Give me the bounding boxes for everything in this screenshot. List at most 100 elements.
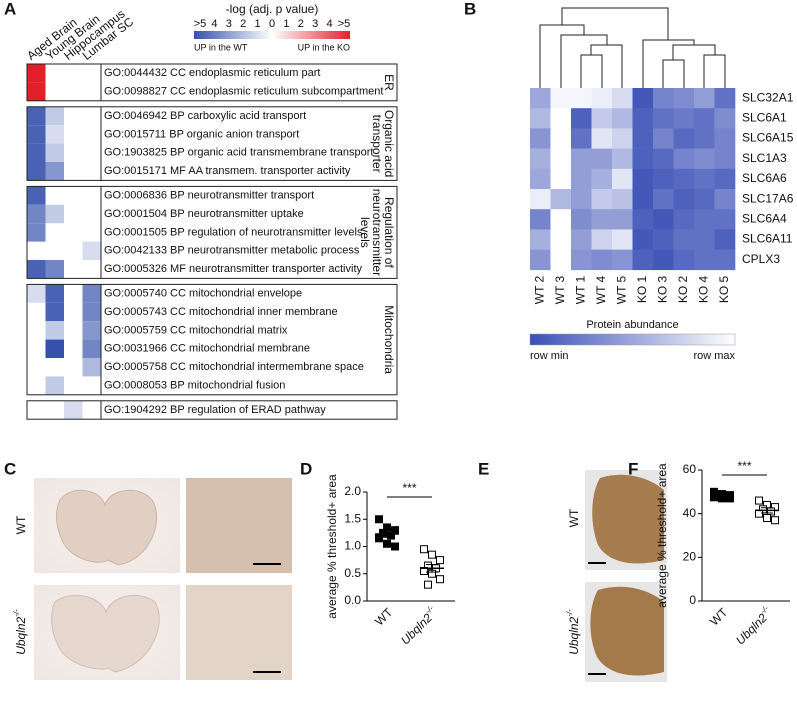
heatmap-cell <box>530 209 551 230</box>
row-label: GO:0046942 BP carboxylic acid transport <box>104 110 306 122</box>
heatmap-cell <box>27 186 46 205</box>
heatmap-cell <box>27 223 46 242</box>
colorbar-tick-label: row min <box>530 350 569 362</box>
heatmap-cell <box>632 108 654 129</box>
colorbar-tick-label: 4 <box>327 18 333 30</box>
heatmap-cell <box>45 143 64 162</box>
data-point <box>387 531 395 540</box>
row-label: SLC32A1 <box>742 90 794 104</box>
y-tick-label: 60 <box>683 462 697 476</box>
x-tick-label: Ubqln2-/- <box>732 604 776 648</box>
heatmap-cell <box>612 128 633 149</box>
data-point <box>391 542 399 551</box>
heatmap-cell <box>45 125 64 144</box>
panel-label: E <box>478 459 489 478</box>
micrograph <box>186 585 292 680</box>
heatmap-cell <box>673 148 695 170</box>
heatmap-cell <box>591 209 613 230</box>
image-e <box>585 470 667 682</box>
column-label: WT 4 <box>594 275 608 304</box>
heatmap-cell <box>591 128 613 149</box>
group-label: Mitochondria <box>382 305 396 374</box>
heatmap-cell <box>694 249 715 271</box>
spinal-cord <box>56 489 158 566</box>
image-row-label: Ubqln2-/- <box>12 609 28 655</box>
legend-high-label: UP in the KO <box>298 42 350 52</box>
row-label: SLC6A11 <box>742 232 793 246</box>
column-label: KO 3 <box>655 275 669 303</box>
heatmap-cell <box>673 88 695 109</box>
y-tick-label: 1.0 <box>344 539 361 553</box>
heatmap-cell <box>612 209 633 230</box>
heatmap-cell <box>82 358 101 377</box>
column-label: WT 2 <box>532 275 546 304</box>
image-row-label: WT <box>567 508 581 527</box>
heatmap-cell <box>632 168 654 190</box>
heatmap-cell <box>64 400 83 420</box>
category-superscript: -/- <box>759 604 771 616</box>
heatmap-cell <box>571 88 592 109</box>
heatmap-cell <box>591 229 613 250</box>
heatmap-cell <box>27 162 46 181</box>
data-point <box>767 507 775 516</box>
heatmap-cell <box>632 128 654 149</box>
heatmap-cell <box>694 229 715 250</box>
row-label: GO:0005758 CC mitochondrial intermembran… <box>104 361 364 373</box>
row-label: GO:0098827 CC endoplasmic reticulum subc… <box>104 86 383 98</box>
heatmap-cell <box>632 209 654 230</box>
row-label: SLC6A1 <box>742 110 787 124</box>
colorbar-tick-label: 2 <box>240 18 246 30</box>
heatmap-cell <box>714 209 736 230</box>
colorbar-tick-label: row max <box>693 350 735 362</box>
group-box <box>26 185 398 279</box>
heatmap-cell <box>714 229 736 250</box>
brain-section <box>592 474 664 564</box>
row-label-superscript: -/- <box>565 609 574 617</box>
heatmap-cell <box>714 108 736 129</box>
heatmap-cell <box>45 376 64 395</box>
row-label: GO:0031966 CC mitochondrial membrane <box>104 343 310 355</box>
heatmap-cell <box>550 229 572 250</box>
colorbar-tick-label: >5 <box>338 18 351 30</box>
heatmap-cell <box>714 189 736 210</box>
x-tick-label: Ubqln2-/- <box>397 604 441 648</box>
heatmap-cell <box>571 249 592 271</box>
heatmap-cell <box>45 321 64 340</box>
row-label-name: Ubqln2 <box>567 616 581 654</box>
heatmap-cell <box>27 64 46 83</box>
heatmap-cell <box>530 229 551 250</box>
row-label: GO:0008053 BP mitochondrial fusion <box>104 380 285 392</box>
row-label: GO:0044432 CC endoplasmic reticulum part <box>104 67 320 79</box>
panel-label: C <box>4 459 16 478</box>
y-tick-label: 20 <box>683 550 697 564</box>
row-label: GO:0005759 CC mitochondrial matrix <box>104 324 288 336</box>
row-label: SLC6A15 <box>742 131 794 145</box>
heatmap-cell <box>673 168 695 190</box>
significance-label: *** <box>402 481 416 495</box>
data-point <box>755 496 763 505</box>
heatmap-cell <box>612 148 633 170</box>
heatmap-cell <box>45 339 64 358</box>
category-superscript: -/- <box>424 604 436 616</box>
heatmap-cell <box>591 189 613 210</box>
group-label-line: Regulation of <box>382 197 396 268</box>
heatmap-cell <box>673 209 695 230</box>
panel-label: B <box>464 0 476 18</box>
heatmap-cell <box>45 106 64 126</box>
colorbar <box>529 333 736 346</box>
data-point <box>424 580 432 589</box>
heatmap-cell <box>550 148 572 170</box>
group-box <box>26 63 398 102</box>
row-label: GO:1903825 BP organic acid transmembrane… <box>104 147 373 159</box>
heatmap-cell <box>550 168 572 190</box>
heatmap-cell <box>550 189 572 210</box>
colorbar-tick-label: 0 <box>269 18 275 30</box>
heatmap-cell <box>571 108 592 129</box>
heatmap-cell <box>694 108 715 129</box>
spinal-cord <box>51 594 160 673</box>
colorbar-tick-label: 4 <box>211 18 217 30</box>
heatmap-cell <box>714 128 736 149</box>
colorbar-title: Protein abundance <box>586 319 678 331</box>
error-bar <box>426 563 438 573</box>
image-row-label: Ubqln2-/- <box>565 609 581 655</box>
